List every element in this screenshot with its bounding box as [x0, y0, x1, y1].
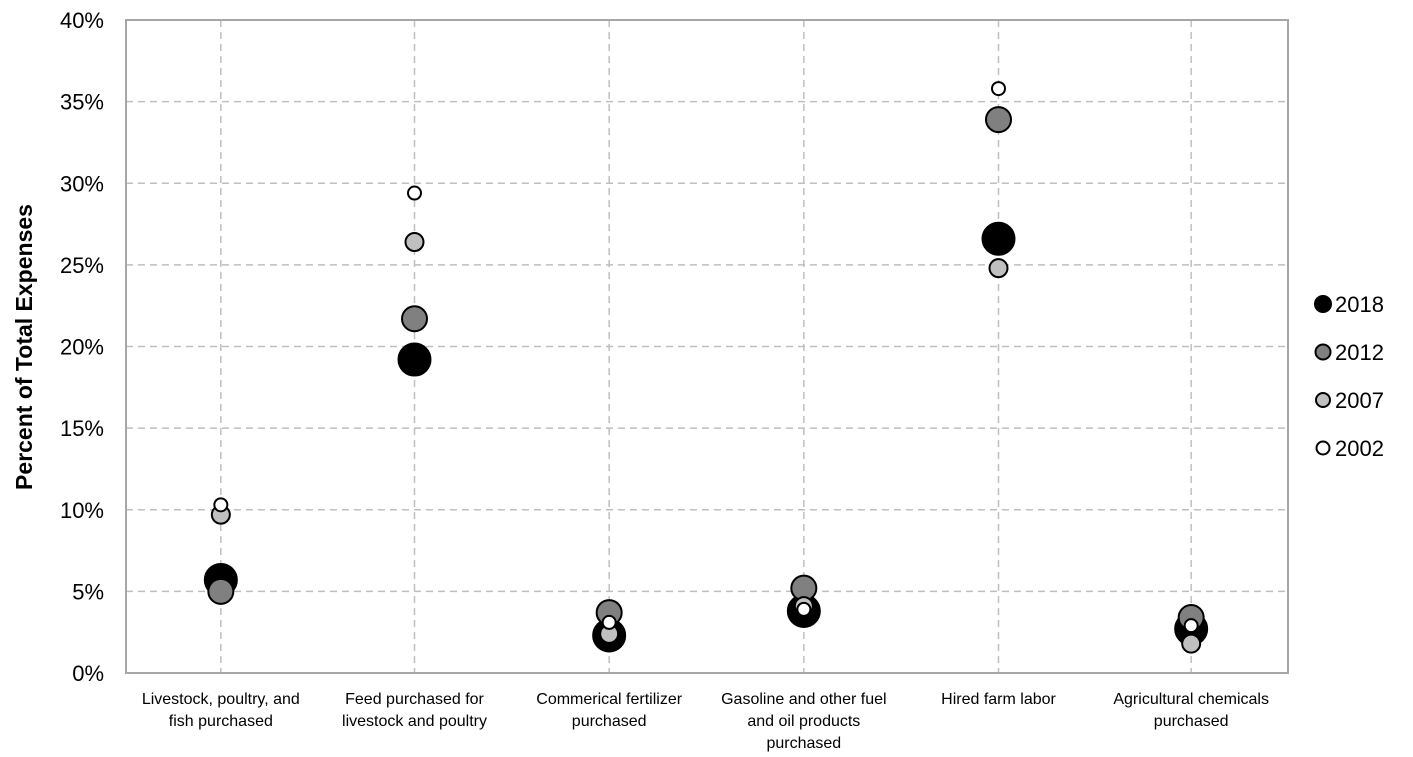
data-point-2007 [1181, 633, 1202, 654]
x-category-label-line: Agricultural chemicals [1113, 691, 1269, 708]
legend-marker-2012 [1314, 343, 1332, 361]
x-category-label: Gasoline and other fuel and oil products p… [721, 691, 886, 752]
x-category-label-line: purchased [766, 735, 841, 752]
data-points [203, 81, 1209, 654]
y-axis-tick-labels: 0% 5% 10% 15% 20% 25% 30% 35% 40% [60, 8, 104, 686]
legend-label: 2002 [1335, 436, 1384, 461]
x-category-label-line: purchased [1154, 713, 1229, 730]
legend-marker-2007 [1315, 392, 1331, 408]
y-tick-label: 40% [60, 8, 104, 33]
x-category-label-line: fish purchased [169, 713, 273, 730]
legend-label: 2018 [1335, 292, 1384, 317]
x-category-label: Commerical fertilizer purchased [536, 691, 682, 730]
data-point-2002 [601, 614, 617, 630]
data-point-2002 [213, 497, 229, 513]
data-point-2018 [981, 221, 1016, 256]
y-tick-label: 30% [60, 171, 104, 196]
data-point-2007 [988, 258, 1009, 279]
y-tick-label: 5% [72, 579, 104, 604]
x-category-label: Feed purchased for livestock and poultry [342, 691, 487, 730]
data-point-2002 [407, 185, 422, 201]
x-axis-category-labels: Livestock, poultry, and fish purchased Fee… [142, 691, 1269, 752]
legend-marker-2002 [1315, 440, 1331, 456]
data-point-2012 [985, 106, 1012, 134]
x-category-label-line: Livestock, poultry, and [142, 691, 300, 708]
x-category-label-line: Commerical fertilizer [536, 691, 682, 708]
x-category-label: Hired farm labor [941, 691, 1056, 708]
y-tick-label: 20% [60, 335, 104, 360]
x-category-label-line: Feed purchased for [345, 691, 484, 708]
x-category-label-line: purchased [572, 713, 647, 730]
data-point-2002 [796, 601, 812, 617]
y-tick-label: 25% [60, 253, 104, 278]
x-category-label-line: Hired farm labor [941, 691, 1056, 708]
data-point-2002 [1183, 618, 1199, 634]
data-point-2007 [404, 232, 425, 253]
x-category-label-line: and oil products [747, 713, 860, 730]
legend: 2018 2012 2007 2002 [1314, 292, 1384, 461]
x-category-label: Agricultural chemicals purchased [1113, 691, 1269, 730]
x-category-label: Livestock, poultry, and fish purchased [142, 691, 300, 730]
x-category-label-line: livestock and poultry [342, 713, 487, 730]
y-tick-label: 15% [60, 416, 104, 441]
data-point-2012 [207, 577, 235, 605]
y-tick-label: 0% [72, 661, 104, 686]
y-tick-label: 35% [60, 90, 104, 115]
plot-area-frame [125, 19, 1289, 674]
gridlines [126, 20, 1288, 673]
y-axis-label: Percent of Total Expenses [11, 204, 37, 490]
x-category-label-line: Gasoline and other fuel [721, 691, 886, 708]
legend-label: 2007 [1335, 388, 1384, 413]
legend-label: 2012 [1335, 340, 1384, 365]
data-point-2002 [991, 81, 1006, 97]
legend-marker-2018 [1314, 295, 1332, 313]
data-point-2012 [401, 305, 428, 333]
y-tick-label: 10% [60, 498, 104, 523]
data-point-2018 [397, 342, 432, 377]
